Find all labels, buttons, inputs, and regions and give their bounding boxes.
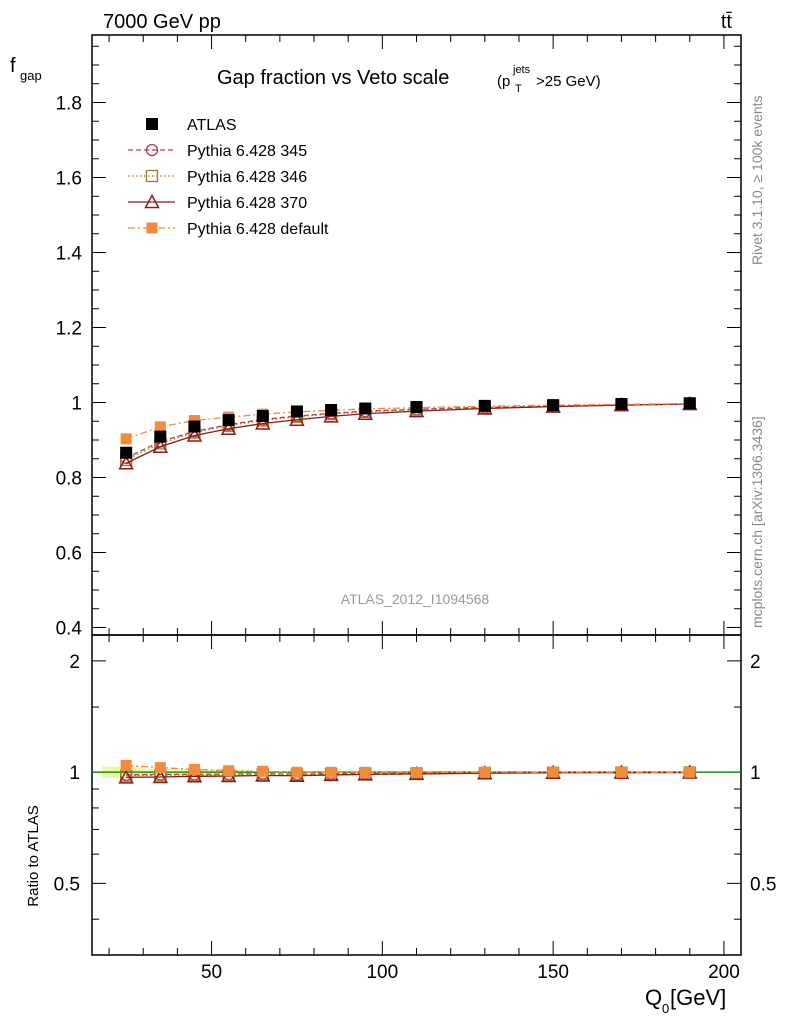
point-atlas [188, 420, 201, 433]
y-tick-label: 0.8 [56, 469, 82, 490]
legend-marker-pythia-6-428-345 [145, 143, 159, 157]
ratio-tick-label-right: 2 [750, 652, 761, 673]
y-tick-label: 1.2 [56, 319, 82, 340]
legend-label-atlas: ATLAS [187, 117, 237, 134]
ratio-point-pythia-6-428-default [120, 759, 132, 771]
ratio-point-pythia-6-428-default [684, 766, 696, 778]
point-atlas [256, 410, 269, 422]
rivet-version-label: Rivet 3.1.10, ≥ 100k events [749, 95, 765, 265]
y-tick-label: 1 [71, 394, 82, 415]
x-axis-title: Q 0 [GeV] [645, 985, 726, 1016]
legend-marker-pythia-6-428-346 [145, 169, 159, 183]
legend-label-pythia-6-428-default: Pythia 6.428 default [187, 221, 329, 238]
point-pythia-6-428-370 [255, 415, 271, 430]
x-tick-label: 200 [708, 962, 740, 983]
header-energy: 7000 GeV pp [103, 11, 221, 33]
series-line-pythia-6-428-370 [125, 403, 690, 464]
point-atlas [478, 399, 491, 412]
point-pythia-6-428-370 [152, 438, 169, 453]
x-axis-title-sub: 0 [662, 1001, 669, 1016]
point-pythia-6-428-370 [118, 455, 134, 470]
x-tick-label: 50 [201, 962, 222, 983]
y-axis-title: f gap [10, 55, 42, 83]
point-atlas [325, 404, 338, 416]
y-axis-title-main: f [10, 55, 16, 77]
ratio-point-pythia-6-428-default [223, 765, 235, 777]
point-atlas [154, 430, 167, 443]
ratio-point-pythia-6-428-default [154, 762, 166, 774]
ratio-point-pythia-6-428-370 [118, 769, 134, 784]
point-atlas [410, 401, 423, 413]
ratio-tick-label: 0.5 [54, 874, 80, 895]
axis-ticks [92, 35, 741, 955]
legend-label-pythia-6-428-346: Pythia 6.428 346 [187, 169, 307, 186]
ratio-series-layer [118, 759, 698, 784]
ratio-point-pythia-6-428-default [479, 766, 491, 778]
point-atlas [222, 414, 235, 427]
chart-title-sub: T [515, 83, 522, 95]
ratio-tick-label-right: 0.5 [750, 874, 776, 895]
legend-label-pythia-6-428-345: Pythia 6.428 345 [187, 143, 307, 160]
ratio-point-pythia-6-428-default [359, 766, 371, 778]
chart-title-main: Gap fraction vs Veto scale [217, 67, 449, 89]
point-pythia-6-428-370 [186, 427, 203, 442]
mcplots-label: mcplots.cern.ch [arXiv:1306.3436] [749, 416, 765, 628]
ratio-tick-label-right: 1 [750, 763, 761, 784]
y-tick-label: 1.6 [56, 169, 82, 190]
point-pythia-6-428-370 [289, 411, 305, 426]
chart-title-close: >25 GeV) [536, 73, 601, 90]
point-pythia-6-428-default [154, 421, 166, 433]
ratio-point-pythia-6-428-default [188, 763, 200, 775]
ratio-tick-label: 1 [69, 763, 80, 784]
x-axis-title-main: Q [645, 985, 662, 1010]
point-pythia-6-428-default [120, 433, 132, 445]
chart-title-open: (p [497, 73, 510, 90]
ratio-point-pythia-6-428-default [257, 765, 269, 777]
ratio-point-pythia-6-428-370 [186, 768, 203, 783]
point-pythia-6-428-370 [220, 420, 237, 435]
chart-title-sup: jets [512, 64, 531, 76]
ratio-point-pythia-6-428-default [547, 766, 559, 778]
main-series-layer [118, 395, 698, 470]
y-tick-label: 0.6 [56, 544, 82, 565]
ratio-point-pythia-6-428-default [411, 766, 422, 778]
ratio-point-pythia-6-428-default [291, 766, 303, 778]
point-atlas [290, 405, 303, 418]
legend: ATLAS Pythia 6.428 345 Pythia 6.428 346 Pyt… [128, 117, 329, 238]
point-atlas [547, 399, 560, 412]
legend-label-pythia-6-428-370: Pythia 6.428 370 [187, 195, 307, 212]
point-atlas [120, 446, 133, 459]
legend-marker-atlas [146, 118, 158, 130]
point-atlas [615, 398, 628, 410]
header-process: tt̄ [721, 11, 733, 33]
y-tick-label: 1.4 [56, 244, 83, 265]
point-atlas [359, 402, 372, 415]
ratio-point-pythia-6-428-default [325, 766, 337, 778]
ratio-axis-title: Ratio to ATLAS [25, 805, 42, 906]
x-tick-label: 100 [366, 962, 398, 983]
legend-marker-pythia-6-428-default [146, 222, 158, 234]
x-tick-label: 150 [537, 962, 569, 983]
ratio-tick-label: 2 [69, 652, 80, 673]
ratio-plot-frame [91, 634, 742, 956]
point-atlas [683, 397, 696, 410]
ratio-point-pythia-6-428-370 [152, 768, 169, 784]
chart-title: Gap fraction vs Veto scale (p T jets >25… [217, 64, 601, 95]
ratio-point-pythia-6-428-default [615, 766, 627, 778]
y-axis-title-sub: gap [20, 68, 42, 83]
x-axis-title-unit: [GeV] [670, 985, 726, 1010]
axis-tick-labels: 50 100 150 200 0.4 0.6 0.8 1 1.2 1.4 1.6 1.8 0.5 0.5 1… [54, 94, 777, 984]
y-tick-label: 0.4 [56, 619, 83, 640]
legend-marker-pythia-6-428-370 [144, 193, 160, 209]
analysis-tag: ATLAS_2012_I1094568 [341, 591, 490, 607]
y-tick-label: 1.8 [56, 94, 82, 115]
